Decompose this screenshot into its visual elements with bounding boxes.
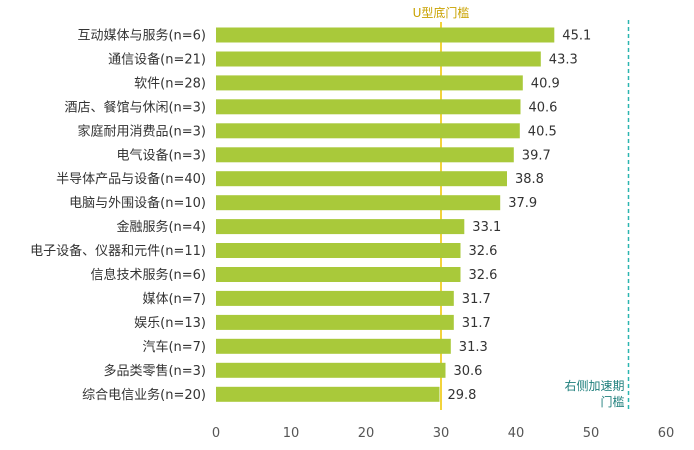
data-label: 40.6 bbox=[529, 100, 558, 115]
bar bbox=[216, 123, 520, 139]
bar bbox=[216, 51, 541, 67]
bar bbox=[216, 75, 523, 91]
data-label: 40.5 bbox=[528, 124, 557, 139]
bar bbox=[216, 243, 461, 258]
bar bbox=[216, 147, 514, 163]
value-labels: 45.1 43.3 40.9 40.6 40.5 39.7 38.8 37.9 33.1 32.6… bbox=[448, 29, 592, 403]
x-axis: 0 10 20 30 40 50 60 bbox=[212, 426, 674, 441]
category-label: 娱乐(n=13) bbox=[134, 316, 206, 331]
data-label: 32.6 bbox=[469, 268, 498, 283]
data-label: 43.3 bbox=[549, 53, 578, 68]
data-label: 31.3 bbox=[459, 340, 488, 355]
accel-threshold-label: 右侧加速期 bbox=[564, 378, 624, 393]
category-label: 通信设备(n=21) bbox=[108, 52, 206, 68]
data-label: 32.6 bbox=[469, 244, 498, 259]
category-label: 软件(n=28) bbox=[134, 76, 206, 91]
bar bbox=[216, 27, 555, 43]
category-label: 互动媒体与服务(n=6) bbox=[77, 28, 206, 44]
category-label: 电气设备(n=3) bbox=[116, 147, 206, 163]
data-label: 31.7 bbox=[462, 316, 491, 331]
data-label: 40.9 bbox=[531, 76, 560, 91]
category-label: 家庭耐用消费品(n=3) bbox=[77, 123, 206, 139]
accel-threshold-label: 门槛 bbox=[600, 394, 624, 409]
bar bbox=[216, 267, 461, 282]
category-label: 金融服务(n=4) bbox=[116, 219, 206, 235]
bar bbox=[216, 290, 454, 306]
category-label: 半导体产品与设备(n=40) bbox=[56, 171, 206, 187]
data-label: 30.6 bbox=[454, 364, 483, 379]
data-label: 38.8 bbox=[515, 172, 544, 187]
bar bbox=[216, 362, 446, 378]
x-tick-label: 50 bbox=[583, 426, 600, 441]
bar bbox=[216, 99, 521, 115]
x-tick-label: 10 bbox=[283, 426, 300, 441]
category-label: 信息技术服务(n=6) bbox=[90, 267, 206, 283]
category-labels: 互动媒体与服务(n=6) 通信设备(n=21) 软件(n=28) 酒店、餐馆与休闲(n… bbox=[30, 28, 206, 403]
bar bbox=[216, 338, 451, 354]
bar bbox=[216, 314, 454, 330]
category-label: 酒店、餐馆与休闲(n=3) bbox=[64, 99, 206, 115]
bar bbox=[216, 386, 440, 402]
category-label: 综合电信业务(n=20) bbox=[82, 387, 206, 403]
data-label: 37.9 bbox=[508, 196, 537, 211]
bar bbox=[216, 195, 501, 211]
data-label: 29.8 bbox=[448, 388, 477, 403]
data-label: 45.1 bbox=[562, 29, 591, 44]
x-tick-label: 0 bbox=[212, 426, 220, 441]
x-tick-label: 20 bbox=[358, 426, 375, 441]
category-label: 媒体(n=7) bbox=[142, 292, 206, 307]
data-label: 33.1 bbox=[472, 220, 501, 235]
x-tick-label: 60 bbox=[658, 426, 675, 441]
x-tick-label: 40 bbox=[508, 426, 525, 441]
data-label: 39.7 bbox=[522, 148, 551, 163]
u-bottom-threshold-label: U型底门槛 bbox=[413, 5, 470, 20]
bar bbox=[216, 219, 465, 235]
bars bbox=[216, 27, 555, 402]
category-label: 电子设备、仪器和元件(n=11) bbox=[30, 243, 206, 259]
category-label: 汽车(n=7) bbox=[142, 339, 206, 355]
data-label: 31.7 bbox=[462, 292, 491, 307]
category-label: 多品类零售(n=3) bbox=[103, 363, 206, 379]
bar bbox=[216, 171, 507, 187]
x-tick-label: 30 bbox=[433, 426, 450, 441]
category-label: 电脑与外围设备(n=10) bbox=[69, 195, 206, 211]
